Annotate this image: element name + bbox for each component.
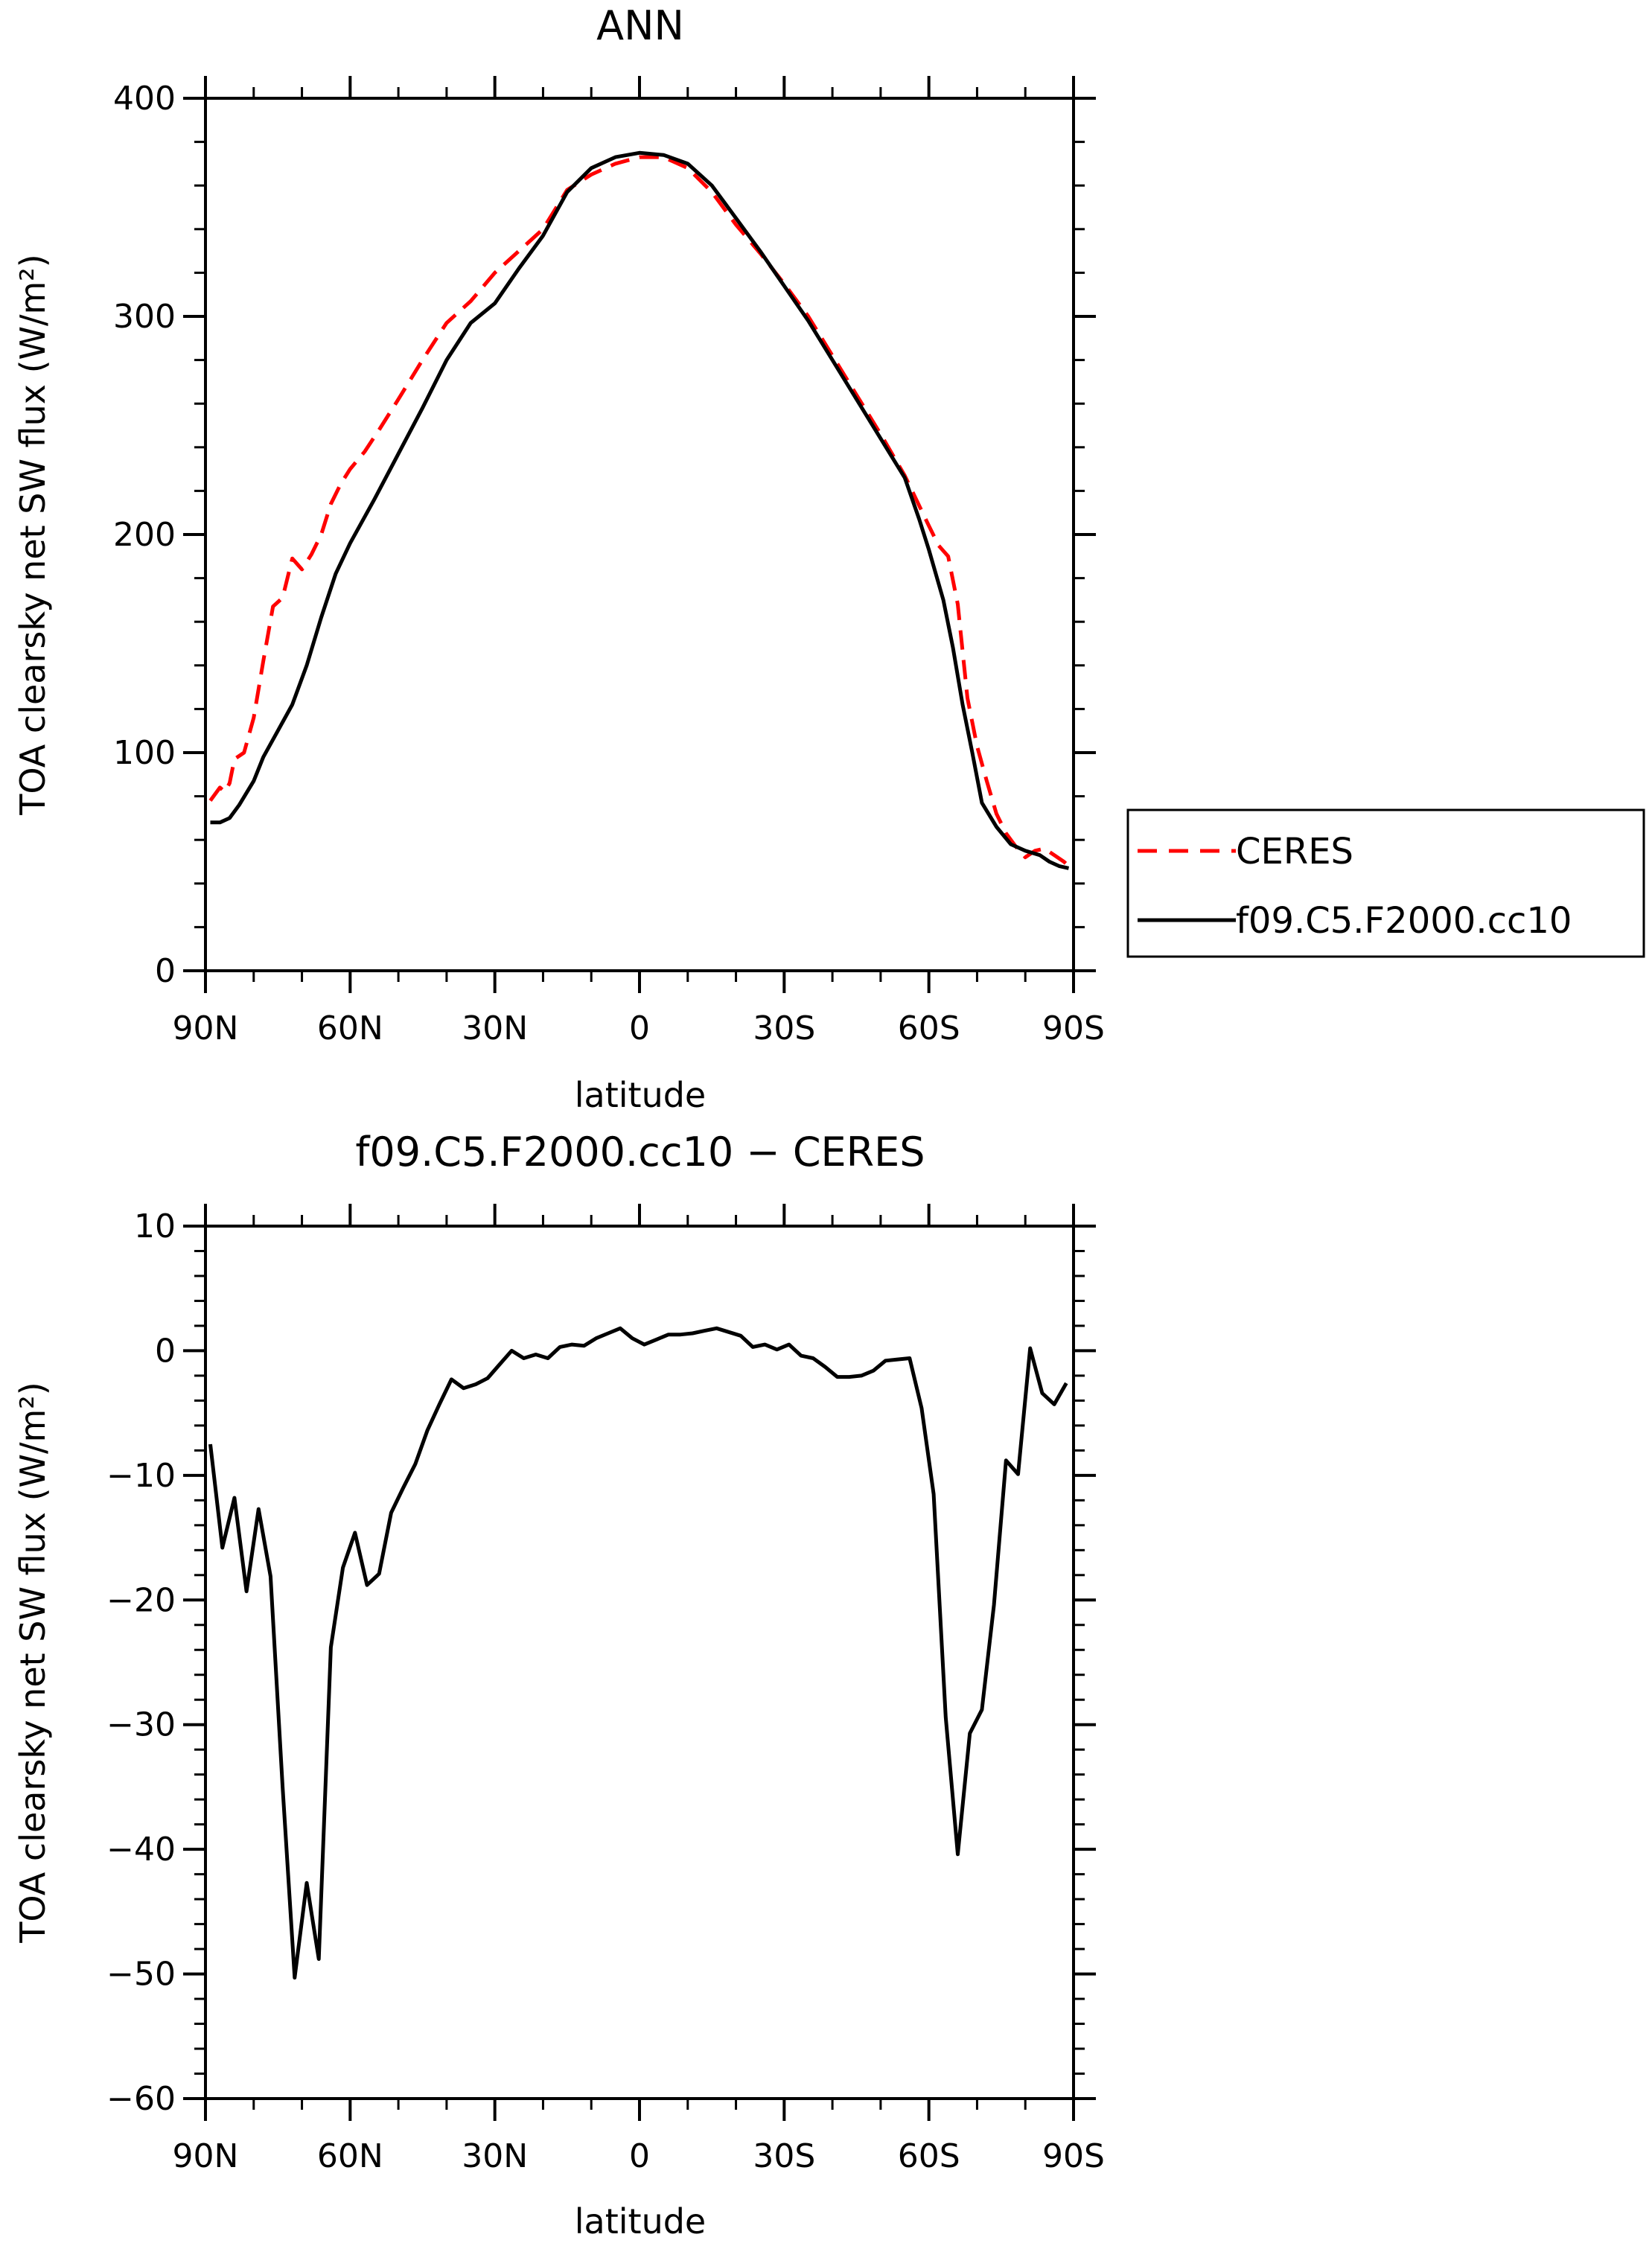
x-tick-label: 30S xyxy=(753,2137,815,2175)
x-tick-label: 90S xyxy=(1042,1009,1105,1047)
top-panel-title: ANN xyxy=(596,2,684,49)
bottom-x-tick-labels: 90N 60N 30N 0 30S 60S 90S xyxy=(173,2137,1105,2175)
top-x-axis-label: latitude xyxy=(575,1075,706,1115)
x-tick-label: 60N xyxy=(317,1009,383,1047)
x-tick-label: 30S xyxy=(753,1009,815,1047)
y-tick-label: −30 xyxy=(106,1706,176,1744)
x-tick-label: 60N xyxy=(317,2137,383,2175)
bottom-y-tick-labels: −60 −50 −40 −30 −20 −10 0 10 xyxy=(106,1207,176,2118)
y-tick-label: −20 xyxy=(106,1581,176,1619)
y-tick-label: 0 xyxy=(155,1332,176,1370)
x-tick-label: 0 xyxy=(629,1009,650,1047)
top-panel: ANN 0 100 200 300 400 90N 60N 30N 0 30S 60S 90S la… xyxy=(13,2,1105,1115)
y-tick-label: −60 xyxy=(106,2080,176,2118)
y-tick-label: 400 xyxy=(113,80,176,118)
bottom-axis-ticks xyxy=(183,1204,1096,2121)
bottom-series-lines xyxy=(208,1326,1068,1980)
y-tick-label: 0 xyxy=(155,952,176,990)
x-tick-label: 90N xyxy=(173,1009,239,1047)
y-tick-label: −40 xyxy=(106,1831,176,1869)
legend: CERES f09.C5.F2000.cc10 xyxy=(1126,808,1645,958)
series-line-f09-c5-f2000-cc10 xyxy=(210,150,1070,870)
y-tick-label: −50 xyxy=(106,1956,176,1994)
y-tick-label: 300 xyxy=(113,298,176,336)
y-tick-label: −10 xyxy=(106,1457,176,1495)
top-y-tick-labels: 0 100 200 300 400 xyxy=(113,80,176,990)
bottom-panel: f09.C5.F2000.cc10 − CERES −60 −50 −40 −30 −2… xyxy=(13,1129,1105,2242)
x-tick-label: 30N xyxy=(462,1009,528,1047)
y-tick-label: 200 xyxy=(113,516,176,554)
bottom-panel-title: f09.C5.F2000.cc10 − CERES xyxy=(355,1129,925,1175)
x-tick-label: 90N xyxy=(173,2137,239,2175)
legend-label-model: f09.C5.F2000.cc10 xyxy=(1236,900,1572,942)
series-line-ceres xyxy=(208,155,1071,868)
series-line-difference xyxy=(208,1326,1068,1980)
x-tick-label: 0 xyxy=(629,2137,650,2175)
top-axis-ticks xyxy=(183,76,1096,993)
x-tick-label: 90S xyxy=(1042,2137,1105,2175)
x-tick-label: 60S xyxy=(898,1009,960,1047)
legend-box xyxy=(1126,808,1645,958)
top-y-axis-label: TOA clearsky net SW flux (W/m²) xyxy=(13,254,53,815)
bottom-y-axis-label: TOA clearsky net SW flux (W/m²) xyxy=(13,1382,53,1943)
x-tick-label: 30N xyxy=(462,2137,528,2175)
bottom-x-axis-label: latitude xyxy=(575,2201,706,2242)
top-series-lines xyxy=(208,150,1071,870)
legend-label-ceres: CERES xyxy=(1236,831,1353,872)
y-tick-label: 10 xyxy=(134,1207,176,1245)
y-tick-label: 100 xyxy=(113,734,176,772)
x-tick-label: 60S xyxy=(898,2137,960,2175)
top-x-tick-labels: 90N 60N 30N 0 30S 60S 90S xyxy=(173,1009,1105,1047)
